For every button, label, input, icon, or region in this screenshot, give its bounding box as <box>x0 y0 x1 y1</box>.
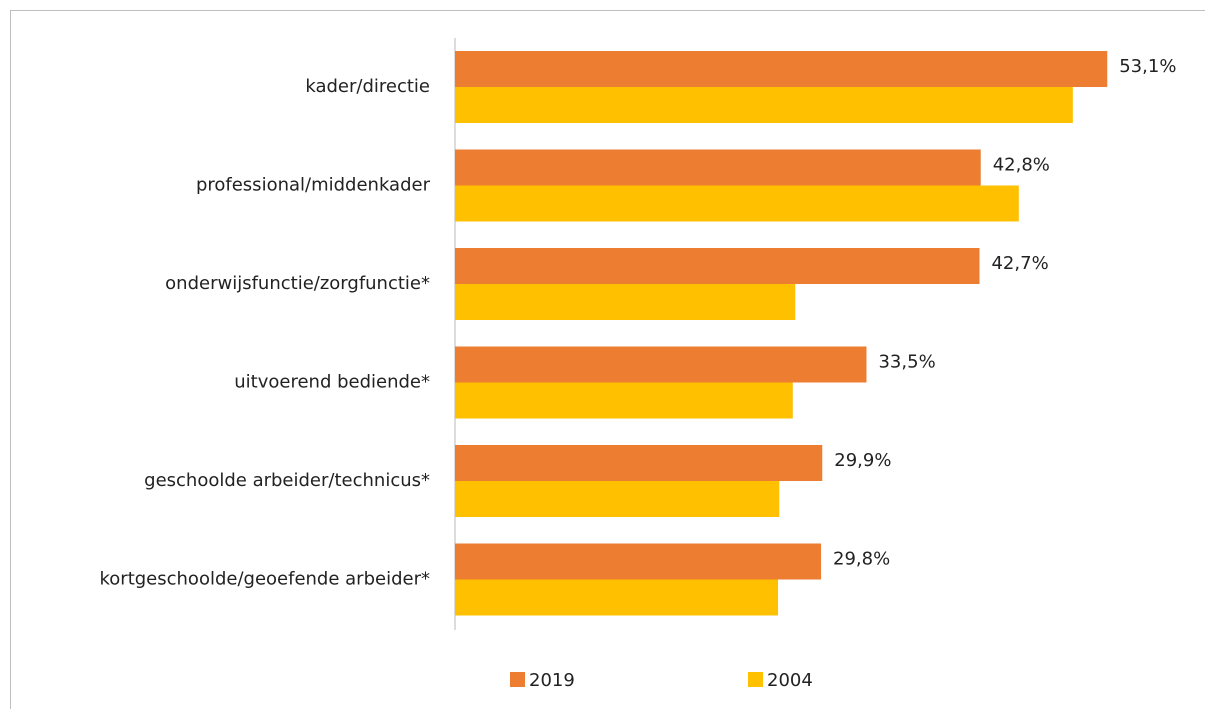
bar <box>455 382 793 419</box>
category-label: onderwijsfunctie/zorgfunctie* <box>165 273 430 294</box>
value-label: 53,1% <box>1119 56 1176 77</box>
bar <box>455 51 1108 87</box>
value-label: 33,5% <box>878 352 935 373</box>
category-label: uitvoerend bediende* <box>234 372 430 393</box>
legend-label: 2004 <box>767 670 813 691</box>
bar <box>455 481 780 517</box>
bar <box>455 579 779 616</box>
legend-swatch <box>748 672 763 687</box>
category-label: professional/middenkader <box>196 175 431 196</box>
value-label: 29,8% <box>833 549 890 570</box>
category-label: geschoolde arbeider/technicus* <box>144 470 430 491</box>
bar <box>455 543 822 580</box>
value-label: 42,7% <box>991 253 1048 274</box>
bar <box>455 149 981 186</box>
bar <box>455 346 867 383</box>
category-label: kortgeschoolde/geoefende arbeider* <box>100 569 431 590</box>
bar <box>455 87 1073 123</box>
category-label: kader/directie <box>305 76 430 97</box>
bar <box>455 185 1019 222</box>
legend-swatch <box>510 672 525 687</box>
bar <box>455 248 980 284</box>
bar <box>455 284 796 320</box>
value-label: 42,8% <box>993 155 1050 176</box>
legend-label: 2019 <box>529 670 575 691</box>
value-label: 29,9% <box>834 450 891 471</box>
bar <box>455 445 823 481</box>
